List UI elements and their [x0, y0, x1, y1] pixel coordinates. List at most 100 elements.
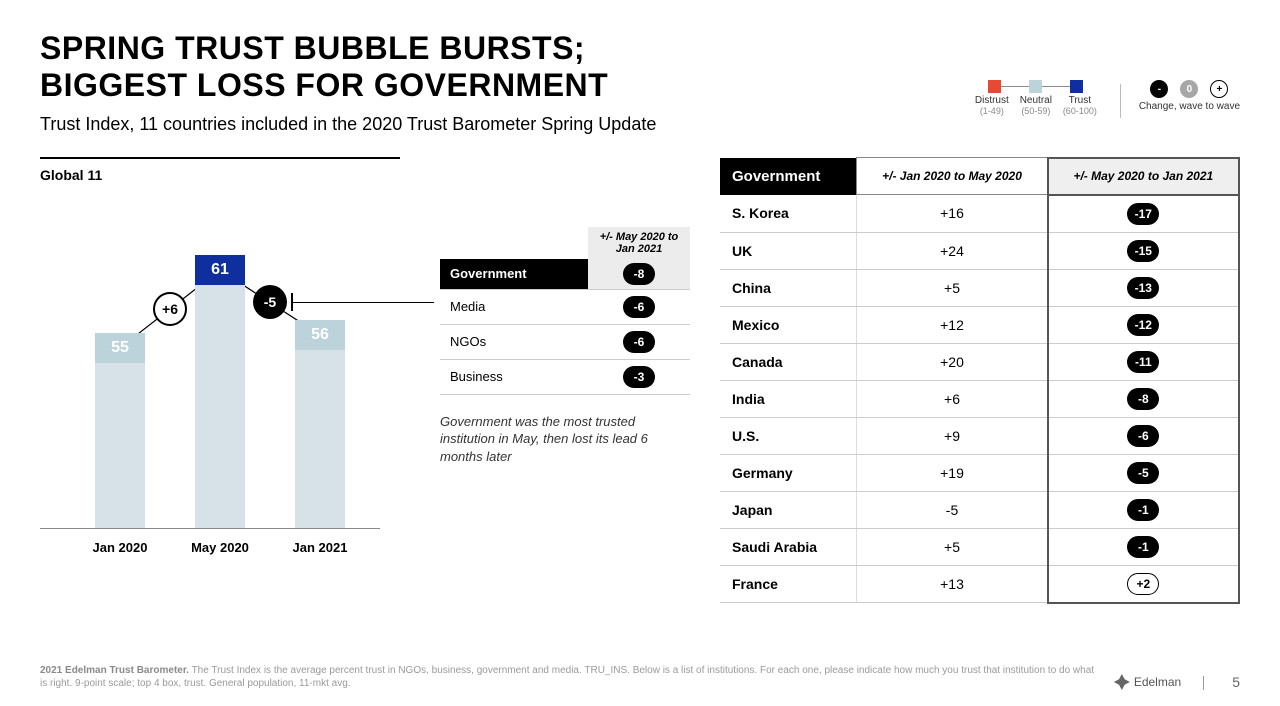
country-change-2: -13 — [1127, 277, 1159, 299]
country-name: Saudi Arabia — [720, 528, 857, 565]
mini-table-period: +/- May 2020 to Jan 2021 — [588, 227, 690, 259]
footer: 2021 Edelman Trust Barometer. The Trust … — [40, 664, 1240, 690]
page-number: 5 — [1232, 674, 1240, 690]
country-change-1: +6 — [857, 380, 1048, 417]
table-row: Saudi Arabia+5 -1 — [720, 528, 1239, 565]
mini-row-value: -6 — [623, 331, 655, 353]
chart-title: Global 11 — [40, 167, 410, 183]
country-change-1: +5 — [857, 269, 1048, 306]
country-name: China — [720, 269, 857, 306]
country-table-panel: Government +/- Jan 2020 to May 2020 +/- … — [720, 157, 1240, 604]
country-name: S. Korea — [720, 195, 857, 233]
country-name: Mexico — [720, 306, 857, 343]
mini-th-label: Government — [440, 259, 588, 290]
country-change-2: -11 — [1127, 351, 1159, 373]
country-change-2: -1 — [1127, 536, 1159, 558]
country-change-1: +19 — [857, 454, 1048, 491]
table-row: U.S.+9 -6 — [720, 417, 1239, 454]
legend-distrust-swatch — [988, 80, 1001, 93]
country-change-1: +24 — [857, 232, 1048, 269]
country-name: UK — [720, 232, 857, 269]
chart-x-label: Jan 2021 — [293, 540, 348, 555]
country-change-1: -5 — [857, 491, 1048, 528]
country-change-2: -8 — [1127, 388, 1159, 410]
legend-neutral-swatch — [1029, 80, 1042, 93]
country-change-2: -5 — [1127, 462, 1159, 484]
chart-caption: Government was the most trusted institut… — [440, 413, 690, 466]
legend-trust-swatch — [1070, 80, 1083, 93]
chart-change-node: -5 — [253, 285, 287, 319]
chart-change-node: +6 — [153, 292, 187, 326]
institutions-table: Government -8 Media -6 NGOs -6 Business -3 — [440, 259, 690, 395]
chart-bar: 61 — [195, 255, 245, 528]
big-th-0: Government — [720, 158, 857, 195]
chart-x-axis — [40, 528, 380, 529]
mini-th-value: -8 — [623, 263, 655, 285]
table-row: Mexico+12 -12 — [720, 306, 1239, 343]
brand-name: Edelman — [1134, 675, 1181, 689]
big-th-1: +/- Jan 2020 to May 2020 — [857, 158, 1048, 195]
country-change-2: -1 — [1127, 499, 1159, 521]
legend-pos-icon: + — [1210, 80, 1228, 98]
country-change-2: -17 — [1127, 203, 1159, 225]
country-change-1: +5 — [857, 528, 1048, 565]
chart-x-label: Jan 2020 — [93, 540, 148, 555]
country-change-2: +2 — [1127, 573, 1159, 595]
chart-bar-value: 61 — [195, 255, 245, 285]
table-row: China+5 -13 — [720, 269, 1239, 306]
legend-distrust-label: Distrust — [975, 95, 1009, 106]
mini-row-label: Media — [440, 289, 588, 324]
table-row: Canada+20 -11 — [720, 343, 1239, 380]
country-change-1: +16 — [857, 195, 1048, 233]
table-row: UK+24 -15 — [720, 232, 1239, 269]
legend-change-label: Change, wave to wave — [1139, 101, 1240, 112]
country-change-2: -12 — [1127, 314, 1159, 336]
legend-neg-icon: - — [1150, 80, 1168, 98]
country-change-2: -6 — [1127, 425, 1159, 447]
legend: Distrust(1-49) Neutral(50-59) Trust(60-1… — [970, 80, 1240, 118]
footer-text: 2021 Edelman Trust Barometer. The Trust … — [40, 664, 1098, 690]
mini-row-value: -3 — [623, 366, 655, 388]
mini-row-label: Business — [440, 359, 588, 394]
chart-bar: 56 — [295, 320, 345, 528]
country-change-1: +20 — [857, 343, 1048, 380]
country-table: Government +/- Jan 2020 to May 2020 +/- … — [720, 157, 1240, 604]
chart-bar: 55 — [95, 333, 145, 528]
table-row: India+6 -8 — [720, 380, 1239, 417]
table-row: NGOs -6 — [440, 324, 690, 359]
table-row: Media -6 — [440, 289, 690, 324]
table-row: Japan-5 -1 — [720, 491, 1239, 528]
trust-index-chart: 55 61 56 +6 -5 Jan 2020 May 2020 Jan 2021 — [40, 193, 380, 553]
chart-bar-value: 55 — [95, 333, 145, 363]
table-row: France+13 +2 — [720, 565, 1239, 603]
country-change-1: +9 — [857, 417, 1048, 454]
big-th-2: +/- May 2020 to Jan 2021 — [1048, 158, 1239, 195]
brand-logo: Edelman — [1114, 674, 1181, 690]
legend-neutral-label: Neutral — [1020, 95, 1052, 106]
title-line-1: SPRING TRUST BUBBLE BURSTS; — [40, 30, 1240, 67]
country-name: Canada — [720, 343, 857, 380]
callout-connector — [291, 302, 434, 303]
chart-x-label: May 2020 — [191, 540, 249, 555]
table-row: Business -3 — [440, 359, 690, 394]
chart-bar-value: 56 — [295, 320, 345, 350]
country-change-1: +12 — [857, 306, 1048, 343]
change-scale: - 0 + Change, wave to wave — [1139, 80, 1240, 112]
country-name: Germany — [720, 454, 857, 491]
country-name: India — [720, 380, 857, 417]
table-row: S. Korea+16 -17 — [720, 195, 1239, 233]
chart-panel: Global 11 55 61 56 +6 -5 Jan 2020 May 2020 Jan … — [40, 157, 410, 604]
edelman-logo-icon — [1114, 674, 1130, 690]
country-name: Japan — [720, 491, 857, 528]
institutions-table-panel: +/- May 2020 to Jan 2021 Government -8 M… — [440, 157, 690, 604]
mini-row-label: NGOs — [440, 324, 588, 359]
trust-scale: Distrust(1-49) Neutral(50-59) Trust(60-1… — [970, 80, 1102, 117]
country-name: U.S. — [720, 417, 857, 454]
mini-row-value: -6 — [623, 296, 655, 318]
table-row: Germany+19 -5 — [720, 454, 1239, 491]
legend-trust-label: Trust — [1069, 95, 1091, 106]
country-change-1: +13 — [857, 565, 1048, 603]
country-change-2: -15 — [1127, 240, 1159, 262]
legend-neu-icon: 0 — [1180, 80, 1198, 98]
country-name: France — [720, 565, 857, 603]
